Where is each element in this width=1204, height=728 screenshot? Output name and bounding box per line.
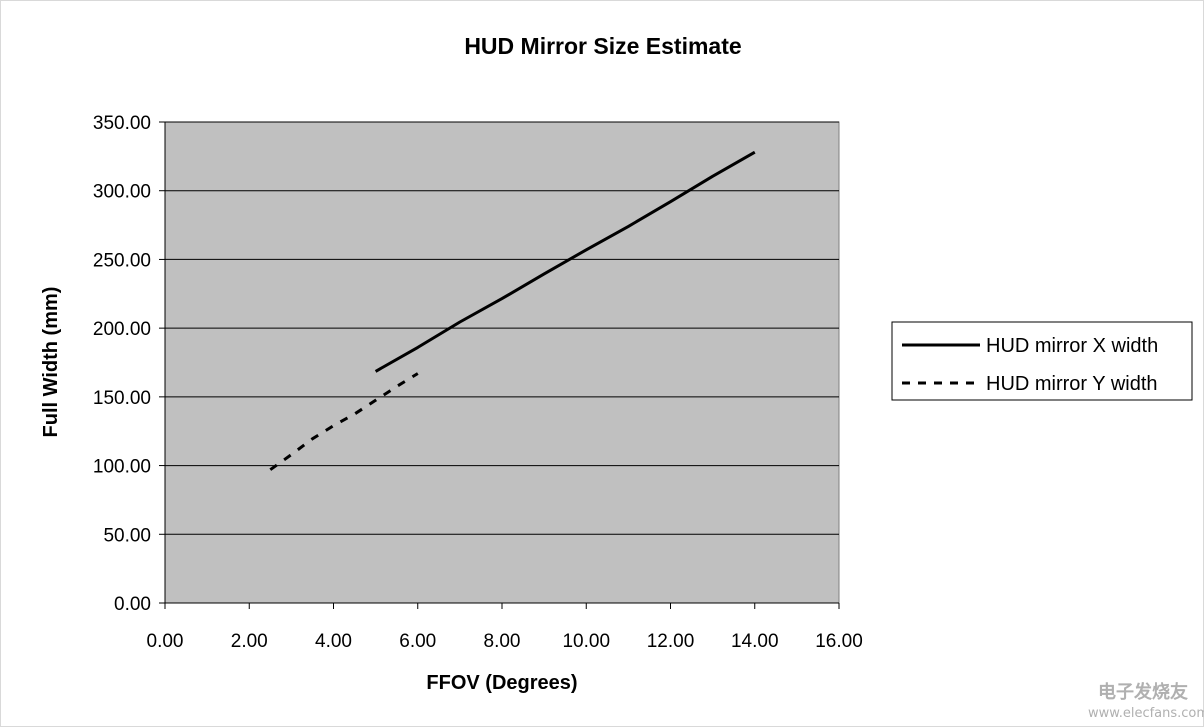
y-tick-label: 0.00	[114, 594, 151, 615]
x-tick-label: 10.00	[562, 631, 610, 652]
y-axis-label: Full Width (mm)	[40, 287, 62, 438]
x-tick-label: 16.00	[815, 631, 863, 652]
legend: HUD mirror X width HUD mirror Y width	[891, 321, 1193, 401]
watermark-cn-text: 电子发烧友	[1098, 681, 1188, 703]
y-tick-label: 50.00	[103, 525, 151, 546]
x-tick-label: 6.00	[399, 631, 436, 652]
y-tick-label: 200.00	[93, 319, 151, 340]
series-line-x-width	[374, 150, 756, 373]
y-tick-label: 150.00	[93, 388, 151, 409]
y-tick-label: 350.00	[93, 113, 151, 134]
y-tick-label: 250.00	[93, 250, 151, 271]
gridlines	[165, 121, 839, 535]
x-tick-label: 12.00	[647, 631, 695, 652]
y-tick-label: 100.00	[93, 457, 151, 478]
x-tick-label: 0.00	[147, 631, 184, 652]
series-lines	[269, 150, 756, 471]
plot-area	[164, 121, 840, 604]
series-line-y-width	[269, 372, 419, 471]
x-tick-label: 14.00	[731, 631, 779, 652]
x-axis-label: FFOV (Degrees)	[426, 672, 577, 694]
legend-label-x-width: HUD mirror X width	[986, 335, 1158, 357]
legend-label-y-width: HUD mirror Y width	[986, 373, 1158, 395]
watermark: 电子发烧友 www.elecfans.com	[1088, 681, 1204, 721]
chart-title: HUD Mirror Size Estimate	[464, 33, 741, 59]
plot-background	[164, 121, 840, 604]
x-tick-label: 4.00	[315, 631, 352, 652]
legend-box	[891, 321, 1193, 401]
x-tick-label: 8.00	[484, 631, 521, 652]
axes: 0.00 50.00 100.00 150.00 200.00 250.00 300.00 3…	[93, 113, 863, 652]
y-tick-label: 300.00	[93, 182, 151, 203]
x-tick-label: 2.00	[231, 631, 268, 652]
watermark-url-text: www.elecfans.com	[1088, 706, 1204, 721]
